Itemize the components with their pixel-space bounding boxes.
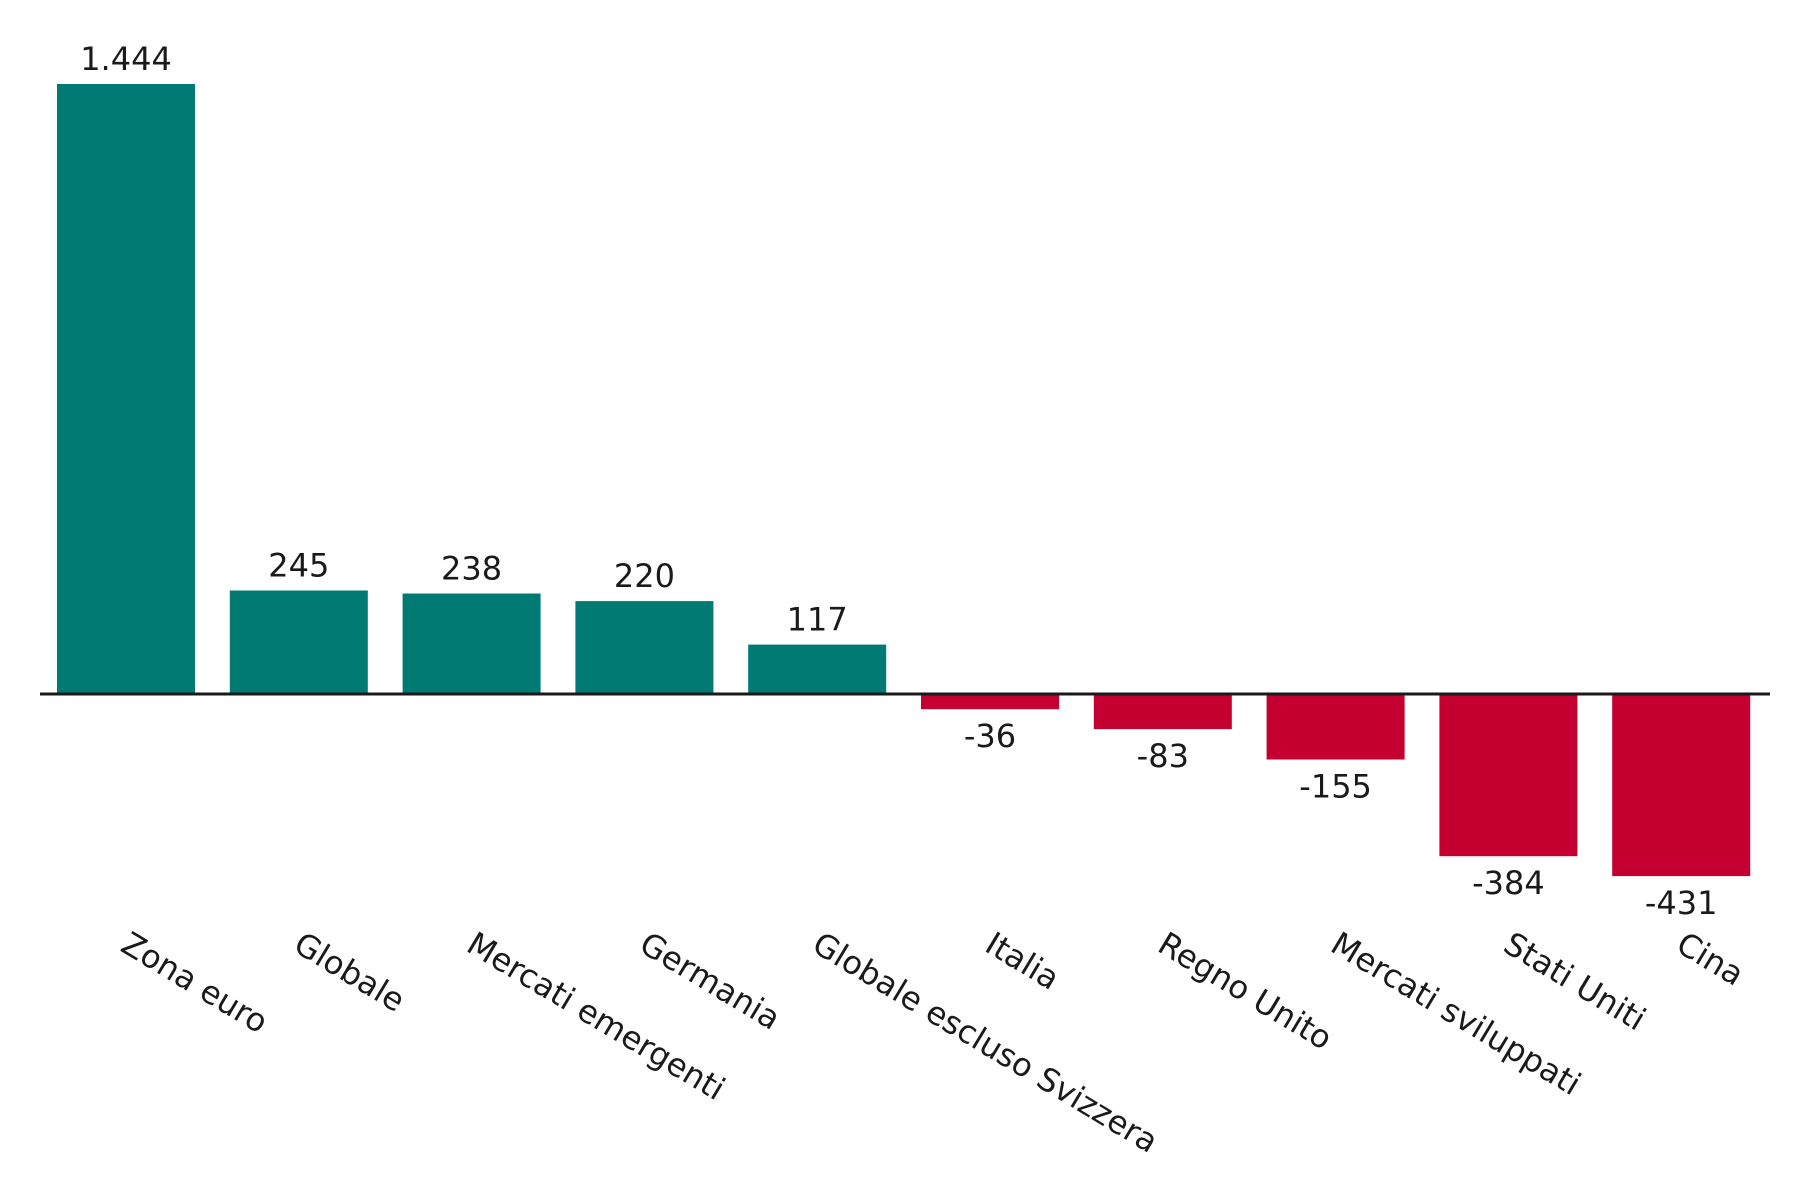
bar-zona-euro [57,84,195,694]
value-label-cina: -431 [1645,884,1718,922]
category-label-cina: Cina [1670,924,1751,993]
value-label-stati-uniti: -384 [1472,864,1545,902]
bar-italia [921,694,1059,710]
value-label-mercati-emergenti: 238 [441,550,502,588]
value-label-globale-escluso-svizzera: 117 [787,601,848,639]
bar-cina [1612,694,1751,877]
value-label-germania: 220 [614,557,675,595]
bar-globale-escluso-svizzera [748,644,887,694]
category-label-zona-euro: Zona euro [115,924,275,1041]
value-label-italia: -36 [964,717,1016,755]
bar-germania [575,601,714,694]
bar-regno-unito [1093,694,1232,730]
category-label-stati-uniti: Stati Uniti [1497,924,1652,1038]
bar-mercati-sviluppati [1266,694,1405,760]
bars-group [57,84,1751,877]
category-label-germania: Germania [633,924,787,1037]
bar-stati-uniti [1439,694,1578,857]
value-label-zona-euro: 1.444 [80,40,172,78]
bar-globale [229,590,368,694]
category-labels-group: Zona euro Globale Mercati emergentiGermani… [115,924,1751,1160]
value-label-regno-unito: -83 [1137,737,1189,775]
category-label-regno-unito: Regno Unito [1152,924,1339,1057]
category-label-globale: Globale [288,924,412,1019]
value-label-globale: 245 [268,547,329,585]
value-label-mercati-sviluppati: -155 [1299,768,1372,806]
value-labels-group: 1.444 245 238 220 117 -36 -83 -155 -384 -431 [80,40,1717,922]
bar-mercati-emergenti [402,593,541,694]
category-label-italia: Italia [979,924,1066,997]
